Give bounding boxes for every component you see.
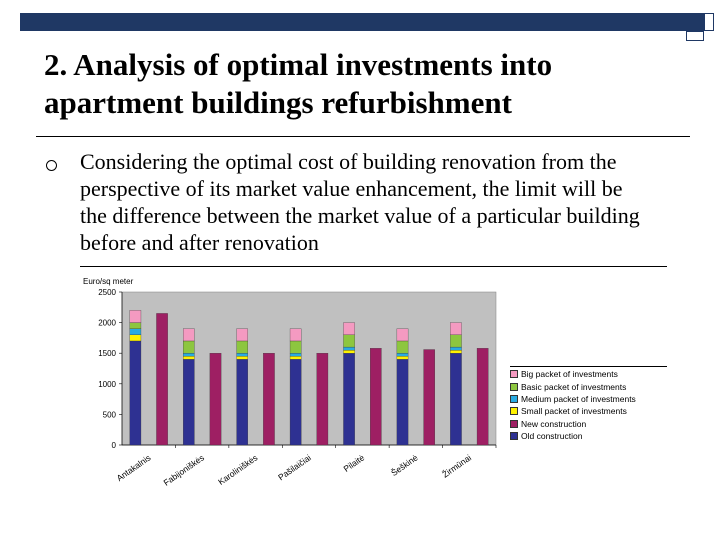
bar-segment-small-packet-of-investments [450, 349, 462, 354]
bar-segment-basic-packet-of-investments [183, 340, 195, 354]
bar-segment-old-construction [396, 359, 409, 446]
y-tick-label: 2000 [98, 319, 116, 328]
bar-segment-old-construction [289, 359, 302, 446]
bar-segment-small-packet-of-investments [236, 356, 248, 360]
hollow-circle-bullet-icon [46, 160, 57, 171]
plot-area [121, 291, 497, 446]
bar-segment-old-construction [129, 340, 142, 446]
corner-square-decoration [686, 31, 704, 41]
bar-segment-big-packet-of-investments [450, 322, 462, 335]
bar-segment-big-packet-of-investments [183, 328, 195, 342]
bar-segment-small-packet-of-investments [129, 334, 142, 342]
y-axis-label: Euro/sq meter [83, 277, 134, 286]
bar-segment-basic-packet-of-investments [129, 322, 142, 329]
legend-label: Old construction [521, 431, 583, 442]
legend-item: Basic packet of investments [510, 380, 670, 392]
bar-segment-big-packet-of-investments [129, 310, 142, 323]
slide-title-line: 2. Analysis of optimal investments into [44, 47, 553, 82]
y-tick-label: 1500 [98, 349, 116, 358]
bar-segment-small-packet-of-investments [289, 356, 302, 360]
y-tick-label: 1000 [98, 380, 116, 389]
legend-label: Small packet of investments [521, 406, 627, 417]
bar-segment-big-packet-of-investments [289, 328, 302, 342]
bar-segment-big-packet-of-investments [396, 328, 409, 342]
chart-top-divider [80, 266, 667, 267]
bar-segment-old-construction [183, 359, 195, 446]
bar-segment-big-packet-of-investments [343, 322, 355, 335]
legend-item: Medium packet of investments [510, 393, 670, 405]
bar-segment-medium-packet-of-investments [289, 353, 302, 357]
bullet-text: Considering the optimal cost of building… [80, 148, 700, 256]
y-tick-label: 500 [103, 410, 117, 419]
corner-square-decoration [704, 13, 714, 31]
x-tick-label: Pilaitė [342, 452, 367, 474]
legend-item: Big packet of investments [510, 368, 670, 380]
bar-segment-medium-packet-of-investments [183, 353, 195, 357]
legend-swatch [510, 382, 518, 391]
bar-new-construction [209, 353, 222, 446]
legend-label: New construction [521, 418, 587, 429]
legend-item: Old construction [510, 430, 670, 442]
bar-segment-old-construction [343, 353, 355, 446]
legend-swatch [510, 419, 518, 428]
x-tick-label: Antakalnis [115, 452, 153, 483]
y-tick-label: 0 [112, 441, 117, 450]
bar-new-construction [423, 349, 435, 446]
bullet-text-line: the difference between the market value … [80, 203, 640, 228]
bar-new-construction [263, 353, 275, 446]
bar-segment-basic-packet-of-investments [396, 340, 409, 354]
title-bar-decoration [20, 13, 686, 31]
bullet-text-line: Considering the optimal cost of building… [80, 149, 617, 174]
chart-legend: Big packet of investments Basic packet of… [510, 368, 670, 442]
x-tick-label: Žirmūnai [440, 452, 473, 479]
bar-segment-medium-packet-of-investments [129, 328, 142, 335]
bar-segment-basic-packet-of-investments [236, 340, 248, 354]
bar-segment-basic-packet-of-investments [450, 334, 462, 348]
x-tick-label: Šeškinė [389, 452, 420, 478]
slide-title-line: apartment buildings refurbishment [44, 85, 512, 120]
title-divider [36, 136, 690, 137]
bar-segment-old-construction [450, 353, 462, 446]
bar-segment-medium-packet-of-investments [396, 353, 409, 357]
legend-label: Big packet of investments [521, 369, 618, 380]
bar-segment-basic-packet-of-investments [289, 340, 302, 354]
x-tick-label: Karoliniškės [216, 452, 259, 486]
x-tick-label: Fabijoniškės [162, 452, 206, 487]
bullet-text-line: perspective of its market value enhancem… [80, 176, 623, 201]
bar-segment-big-packet-of-investments [236, 328, 248, 342]
legend-label: Medium packet of investments [521, 393, 636, 404]
bar-new-construction [476, 348, 489, 446]
bar-segment-old-construction [236, 359, 248, 446]
bar-segment-small-packet-of-investments [343, 349, 355, 354]
legend-swatch [510, 394, 518, 403]
stacked-bar-chart: Euro/sq meter 0 500 1000 1500 2000 2500 Antakal… [83, 277, 497, 488]
bar-segment-medium-packet-of-investments [236, 353, 248, 357]
y-tick-label: 2500 [98, 288, 116, 297]
corner-square-decoration [686, 13, 704, 31]
bar-segment-medium-packet-of-investments [343, 346, 355, 351]
legend-item: New construction [510, 418, 670, 430]
bar-new-construction [316, 353, 329, 446]
slide-title: 2. Analysis of optimal investments into … [44, 46, 684, 122]
legend-swatch [510, 432, 518, 441]
bullet-text-line: before and after renovation [80, 230, 319, 255]
bar-new-construction [156, 313, 168, 446]
legend-item: Small packet of investments [510, 405, 670, 417]
bar-segment-small-packet-of-investments [183, 356, 195, 360]
bar-segment-medium-packet-of-investments [450, 346, 462, 351]
bar-segment-small-packet-of-investments [396, 356, 409, 360]
legend-divider [510, 366, 667, 367]
legend-swatch [510, 370, 518, 379]
bar-segment-basic-packet-of-investments [343, 334, 355, 348]
x-tick-label: Pašilaičiai [276, 452, 313, 482]
legend-label: Basic packet of investments [521, 381, 627, 392]
legend-swatch [510, 407, 518, 416]
bar-new-construction [370, 348, 382, 446]
